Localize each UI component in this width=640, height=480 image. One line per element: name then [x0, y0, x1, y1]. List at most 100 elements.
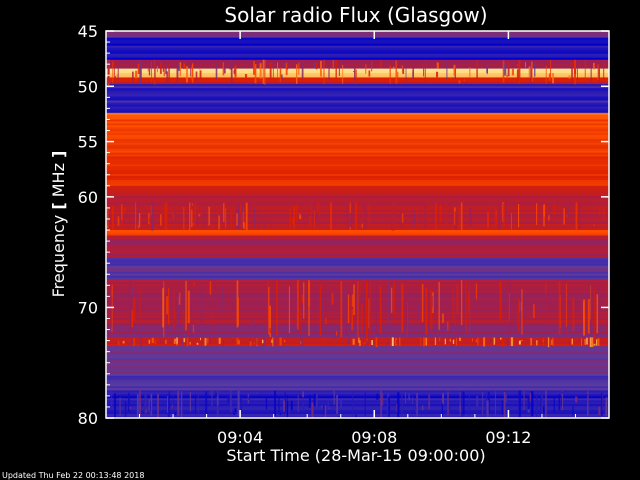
signal-streak-0-7: [362, 61, 365, 63]
signal-streak-2-82: [477, 329, 480, 331]
signal-streak-0-38: [285, 62, 288, 76]
signal-streak-1-5: [511, 213, 512, 230]
band-row-8-16: [106, 183, 609, 187]
signal-streak-4-112: [387, 391, 389, 418]
signal-streak-4-104: [461, 391, 463, 418]
signal-streak-2-129: [347, 294, 350, 324]
signal-streak-4-135: [586, 394, 588, 396]
band-row-7-7: [106, 133, 609, 136]
signal-streak-4-125: [482, 392, 484, 415]
signal-streak-1-40: [117, 216, 120, 226]
signal-streak-3-83: [323, 337, 326, 347]
signal-streak-0-98: [507, 61, 510, 77]
band-row-5-2: [106, 88, 609, 91]
signal-streak-4-105: [545, 390, 547, 418]
band-row-18-2: [106, 350, 609, 353]
signal-streak-0-70: [451, 63, 453, 66]
band-row-0-1: [106, 33, 609, 36]
band-row-9-1: [106, 187, 609, 191]
signal-streak-3-78: [148, 339, 151, 344]
signal-streak-1-137: [578, 207, 581, 211]
signal-streak-0-11: [222, 62, 225, 76]
signal-streak-3-63: [263, 337, 266, 347]
signal-streak-0-122: [298, 62, 300, 75]
signal-streak-3-11: [420, 337, 422, 346]
signal-streak-1-128: [496, 212, 498, 216]
band-row-1-8: [106, 53, 609, 57]
signal-streak-1-97: [137, 204, 139, 226]
signal-streak-1-84: [295, 204, 298, 222]
y-axis-label: Frequency [ MHz ]: [49, 151, 68, 298]
signal-streak-3-31: [347, 338, 350, 345]
signal-streak-2-138: [558, 281, 561, 335]
band-row-13-1: [106, 259, 609, 263]
signal-streak-1-113: [505, 202, 507, 221]
signal-streak-0-129: [590, 59, 592, 83]
signal-streak-2-65: [187, 290, 190, 324]
signal-streak-1-57: [253, 208, 256, 228]
band-row-13-4: [106, 265, 609, 269]
signal-streak-2-73: [425, 287, 428, 335]
signal-streak-4-76: [468, 392, 470, 417]
signal-streak-2-84: [268, 287, 270, 335]
signal-streak-1-94: [352, 204, 354, 224]
signal-streak-3-113: [490, 339, 492, 343]
signal-streak-2-7: [111, 290, 113, 333]
signal-streak-3-52: [471, 338, 473, 342]
signal-streak-2-131: [509, 281, 511, 335]
signal-streak-2-91: [519, 291, 522, 334]
signal-streak-4-113: [333, 390, 335, 405]
signal-streak-4-19: [233, 412, 236, 415]
band-row-1-10: [106, 57, 609, 61]
signal-streak-0-99: [253, 60, 255, 75]
signal-streak-0-18: [168, 62, 170, 84]
signal-streak-0-33: [229, 60, 231, 70]
signal-streak-1-39: [257, 210, 259, 229]
band-row-19-2: [106, 377, 609, 381]
band-row-5-10: [106, 104, 609, 108]
signal-streak-3-122: [584, 339, 586, 345]
signal-streak-4-13: [144, 392, 147, 415]
signal-streak-4-136: [240, 395, 242, 397]
signal-streak-2-21: [521, 289, 523, 335]
signal-streak-2-44: [408, 316, 410, 328]
signal-streak-4-29: [561, 392, 564, 394]
y-tick-label-50: 50: [78, 77, 98, 96]
signal-streak-4-45: [449, 405, 451, 410]
signal-streak-1-64: [436, 203, 438, 229]
band-row-8-14: [106, 179, 609, 183]
signal-streak-1-59: [445, 202, 448, 230]
signal-streak-4-48: [523, 390, 525, 410]
signal-streak-4-65: [503, 392, 506, 418]
signal-streak-0-79: [135, 70, 138, 79]
signal-streak-3-4: [176, 342, 178, 346]
signal-streak-0-66: [451, 77, 454, 80]
signal-streak-1-127: [498, 203, 501, 230]
signal-streak-1-89: [469, 208, 472, 227]
signal-streak-3-129: [300, 337, 303, 346]
band-row-10-9: [106, 220, 609, 223]
band-row-20-6: [106, 402, 609, 405]
signal-streak-2-20: [517, 297, 520, 332]
signal-streak-1-53: [191, 203, 193, 206]
band-row-2-2: [106, 64, 609, 67]
signal-streak-3-71: [358, 337, 360, 343]
signal-streak-3-127: [417, 339, 419, 345]
signal-streak-4-50: [380, 399, 382, 407]
signal-streak-2-108: [388, 280, 389, 336]
signal-streak-4-27: [396, 404, 398, 412]
signal-streak-0-64: [279, 67, 282, 83]
y-tick-label-70: 70: [78, 298, 98, 317]
signal-streak-0-9: [218, 62, 221, 65]
signal-streak-3-76: [256, 337, 258, 345]
signal-streak-4-30: [352, 390, 354, 418]
signal-streak-2-55: [288, 286, 290, 333]
signal-streak-1-133: [489, 207, 491, 219]
signal-streak-1-43: [301, 203, 303, 210]
signal-streak-1-110: [428, 203, 429, 227]
signal-streak-2-111: [397, 284, 400, 290]
signal-streak-4-22: [527, 409, 530, 413]
signal-streak-4-37: [136, 394, 139, 418]
signal-streak-1-14: [191, 209, 193, 228]
signal-streak-0-53: [112, 61, 114, 84]
